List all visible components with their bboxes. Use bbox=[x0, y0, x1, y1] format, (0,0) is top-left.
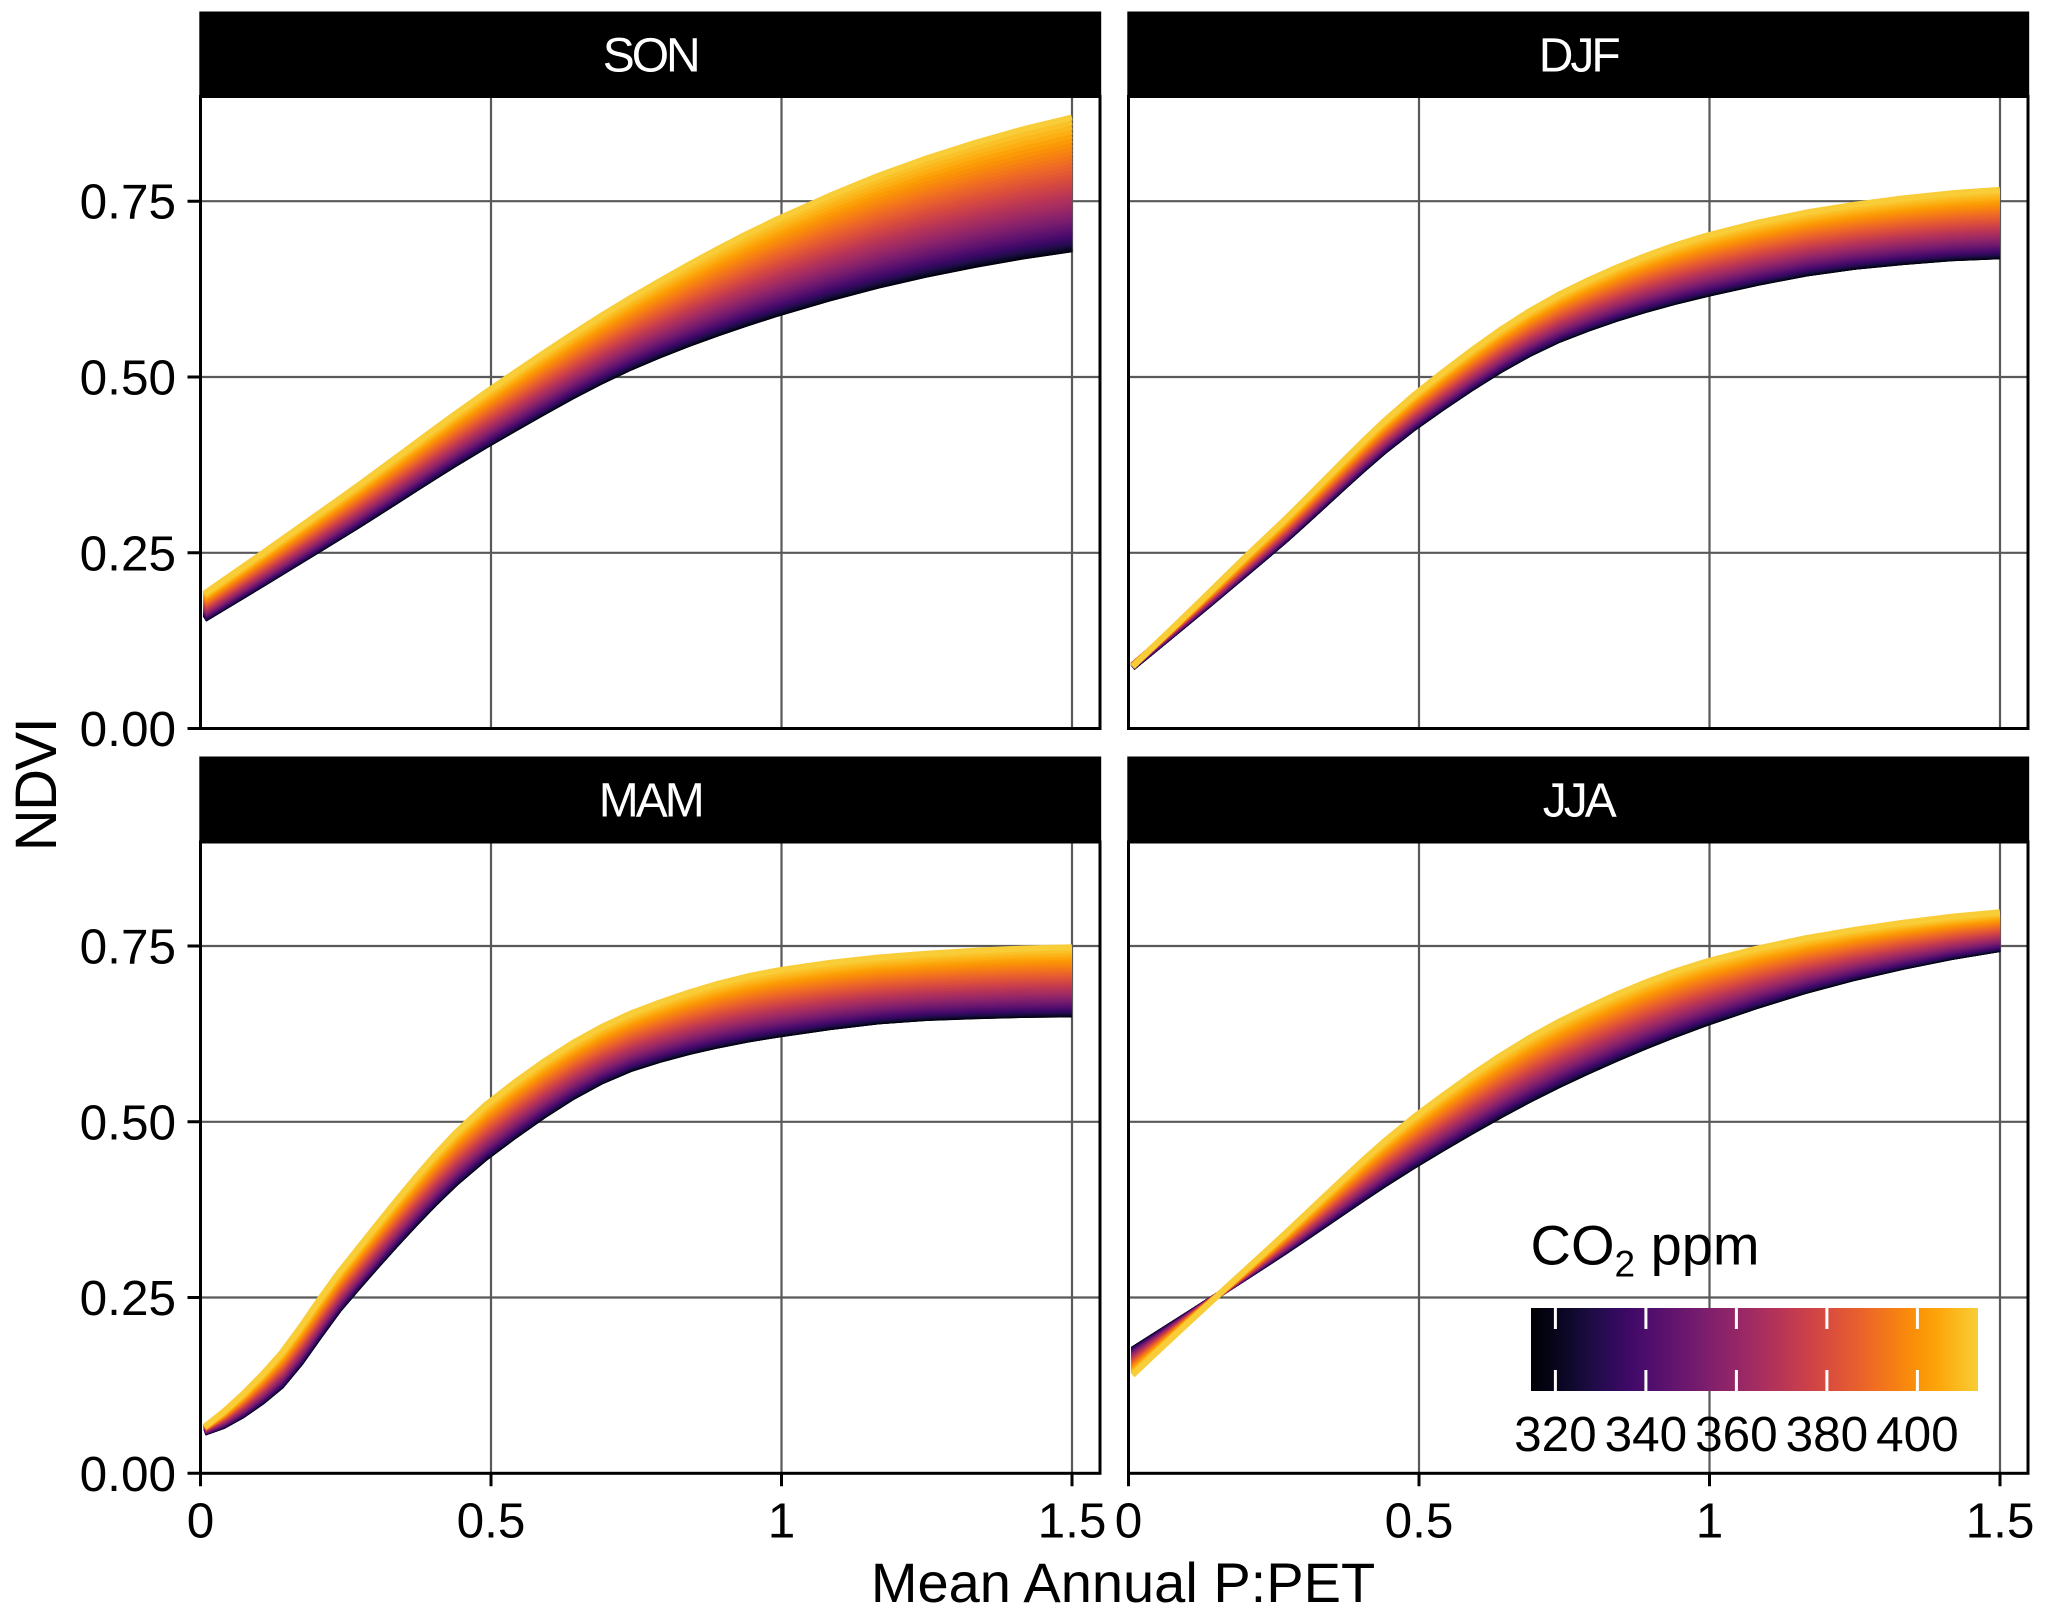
svg-text:0.25: 0.25 bbox=[80, 526, 176, 581]
svg-text:0.25: 0.25 bbox=[80, 1271, 176, 1326]
svg-text:360: 360 bbox=[1695, 1407, 1778, 1462]
svg-text:0.5: 0.5 bbox=[1385, 1494, 1454, 1549]
svg-text:SON: SON bbox=[603, 30, 698, 83]
svg-text:0: 0 bbox=[1115, 1494, 1143, 1549]
svg-text:0.75: 0.75 bbox=[80, 920, 176, 975]
svg-text:0: 0 bbox=[187, 1494, 215, 1549]
svg-text:1.5: 1.5 bbox=[1038, 1494, 1107, 1549]
svg-text:340: 340 bbox=[1605, 1407, 1688, 1462]
svg-text:NDVI: NDVI bbox=[4, 719, 69, 852]
svg-text:0.75: 0.75 bbox=[80, 175, 176, 230]
svg-text:Mean Annual P:PET: Mean Annual P:PET bbox=[871, 1551, 1375, 1612]
svg-text:400: 400 bbox=[1876, 1407, 1959, 1462]
svg-text:1.5: 1.5 bbox=[1966, 1494, 2035, 1549]
svg-text:MAM: MAM bbox=[599, 775, 702, 828]
svg-text:CO2 ppm: CO2 ppm bbox=[1531, 1214, 1760, 1285]
svg-text:0.5: 0.5 bbox=[457, 1494, 526, 1549]
svg-text:JJA: JJA bbox=[1543, 775, 1617, 828]
svg-text:1: 1 bbox=[768, 1494, 796, 1549]
svg-text:380: 380 bbox=[1786, 1407, 1869, 1462]
svg-text:0.50: 0.50 bbox=[80, 351, 176, 406]
svg-text:DJF: DJF bbox=[1539, 30, 1620, 83]
svg-text:0.50: 0.50 bbox=[80, 1095, 176, 1150]
svg-text:320: 320 bbox=[1514, 1407, 1597, 1462]
svg-text:0.00: 0.00 bbox=[80, 1447, 176, 1502]
svg-text:1: 1 bbox=[1696, 1494, 1724, 1549]
svg-text:0.00: 0.00 bbox=[80, 702, 176, 757]
